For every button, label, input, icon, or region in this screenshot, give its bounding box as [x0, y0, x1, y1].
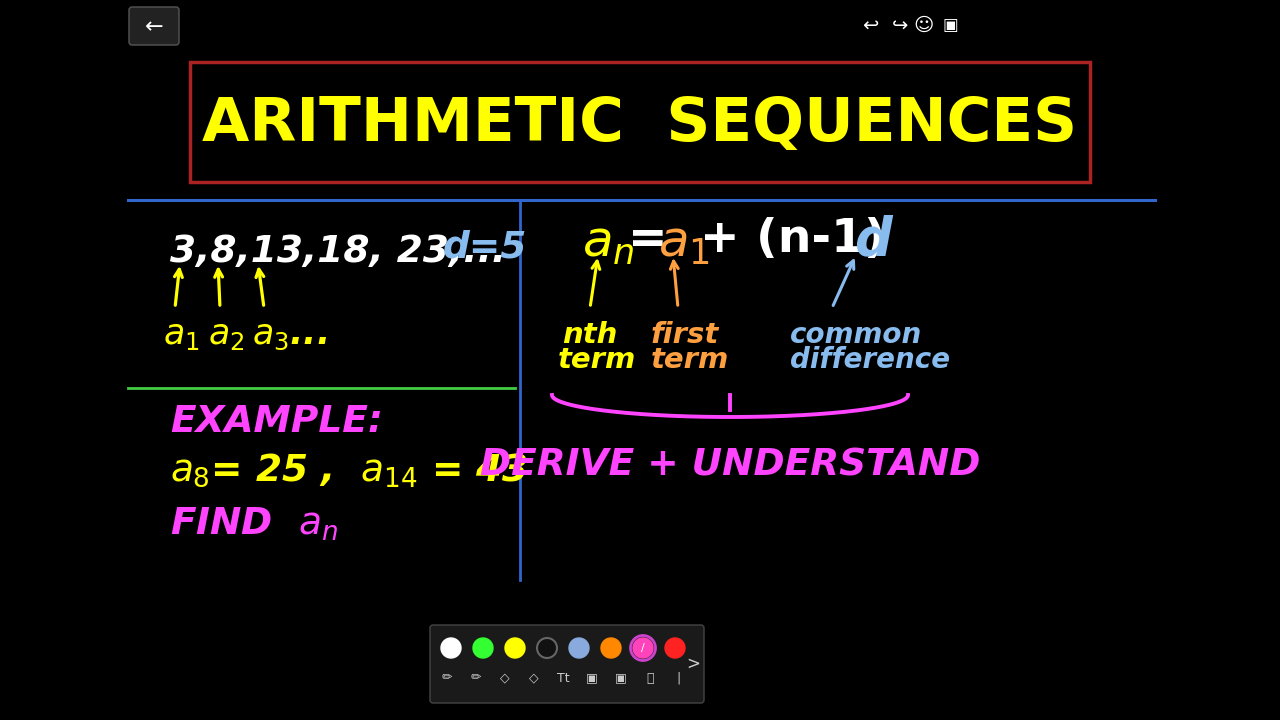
Text: 🎤: 🎤 — [646, 672, 654, 685]
Text: EXAMPLE:: EXAMPLE: — [170, 404, 383, 440]
Text: ◇: ◇ — [529, 672, 539, 685]
Text: d=5: d=5 — [443, 230, 527, 266]
Text: ◇: ◇ — [500, 672, 509, 685]
Circle shape — [442, 638, 461, 658]
Text: common: common — [790, 321, 923, 349]
Text: ↪: ↪ — [892, 16, 909, 35]
Text: ▣: ▣ — [586, 672, 598, 685]
Text: difference: difference — [790, 346, 950, 374]
Text: ✏: ✏ — [442, 672, 452, 685]
Circle shape — [602, 638, 621, 658]
FancyBboxPatch shape — [430, 625, 704, 703]
Text: /: / — [641, 643, 645, 653]
Text: =: = — [628, 217, 668, 263]
FancyBboxPatch shape — [129, 7, 179, 45]
Circle shape — [570, 638, 589, 658]
Circle shape — [538, 638, 557, 658]
Text: ▣: ▣ — [942, 16, 957, 34]
Text: + (n-1): + (n-1) — [700, 217, 886, 263]
Circle shape — [666, 638, 685, 658]
Circle shape — [474, 638, 493, 658]
Text: DERIVE + UNDERSTAND: DERIVE + UNDERSTAND — [480, 448, 980, 484]
Text: $a_8$= 25 ,  $a_{14}$ = 43: $a_8$= 25 , $a_{14}$ = 43 — [170, 451, 527, 489]
Text: Tt: Tt — [557, 672, 570, 685]
Text: $a_3$...: $a_3$... — [252, 318, 328, 352]
Text: first: first — [652, 321, 719, 349]
Text: |: | — [677, 672, 681, 685]
Text: $a_1$: $a_1$ — [658, 219, 710, 267]
Text: $a_2$: $a_2$ — [207, 318, 244, 352]
Text: term: term — [558, 346, 636, 374]
Text: ☺: ☺ — [914, 16, 934, 35]
Text: 3,8,13,18, 23,...: 3,8,13,18, 23,... — [170, 234, 506, 270]
Text: ▣: ▣ — [616, 672, 627, 685]
Text: $a_n$: $a_n$ — [582, 219, 635, 267]
Text: FIND  $a_n$: FIND $a_n$ — [170, 505, 338, 543]
Text: $a_1$: $a_1$ — [163, 318, 200, 352]
Text: ←: ← — [145, 17, 164, 37]
Text: d: d — [854, 214, 892, 266]
Text: ✏: ✏ — [471, 672, 481, 685]
Text: ARITHMETIC  SEQUENCES: ARITHMETIC SEQUENCES — [202, 94, 1078, 153]
Text: ↩: ↩ — [861, 16, 878, 35]
Text: >: > — [686, 655, 700, 673]
Circle shape — [634, 638, 653, 658]
Text: term: term — [652, 346, 730, 374]
Text: nth: nth — [562, 321, 617, 349]
Circle shape — [506, 638, 525, 658]
